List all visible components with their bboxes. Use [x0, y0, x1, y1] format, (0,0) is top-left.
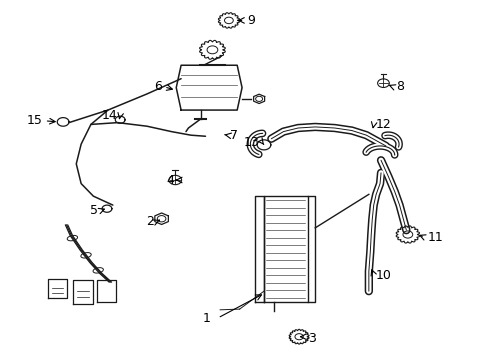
Text: 5: 5 — [90, 204, 98, 217]
Text: 15: 15 — [26, 114, 42, 127]
Text: 1: 1 — [202, 311, 210, 325]
Text: 12: 12 — [375, 118, 391, 131]
Text: 3: 3 — [307, 332, 315, 345]
Text: 9: 9 — [246, 14, 254, 27]
Text: 13: 13 — [243, 136, 259, 149]
Text: 7: 7 — [229, 129, 237, 142]
Text: 6: 6 — [153, 80, 161, 93]
Text: 8: 8 — [395, 80, 403, 93]
Text: 2: 2 — [146, 215, 154, 228]
Text: 4: 4 — [165, 174, 173, 186]
Text: 10: 10 — [375, 269, 391, 282]
Text: 11: 11 — [427, 231, 442, 244]
Text: 14: 14 — [102, 109, 118, 122]
